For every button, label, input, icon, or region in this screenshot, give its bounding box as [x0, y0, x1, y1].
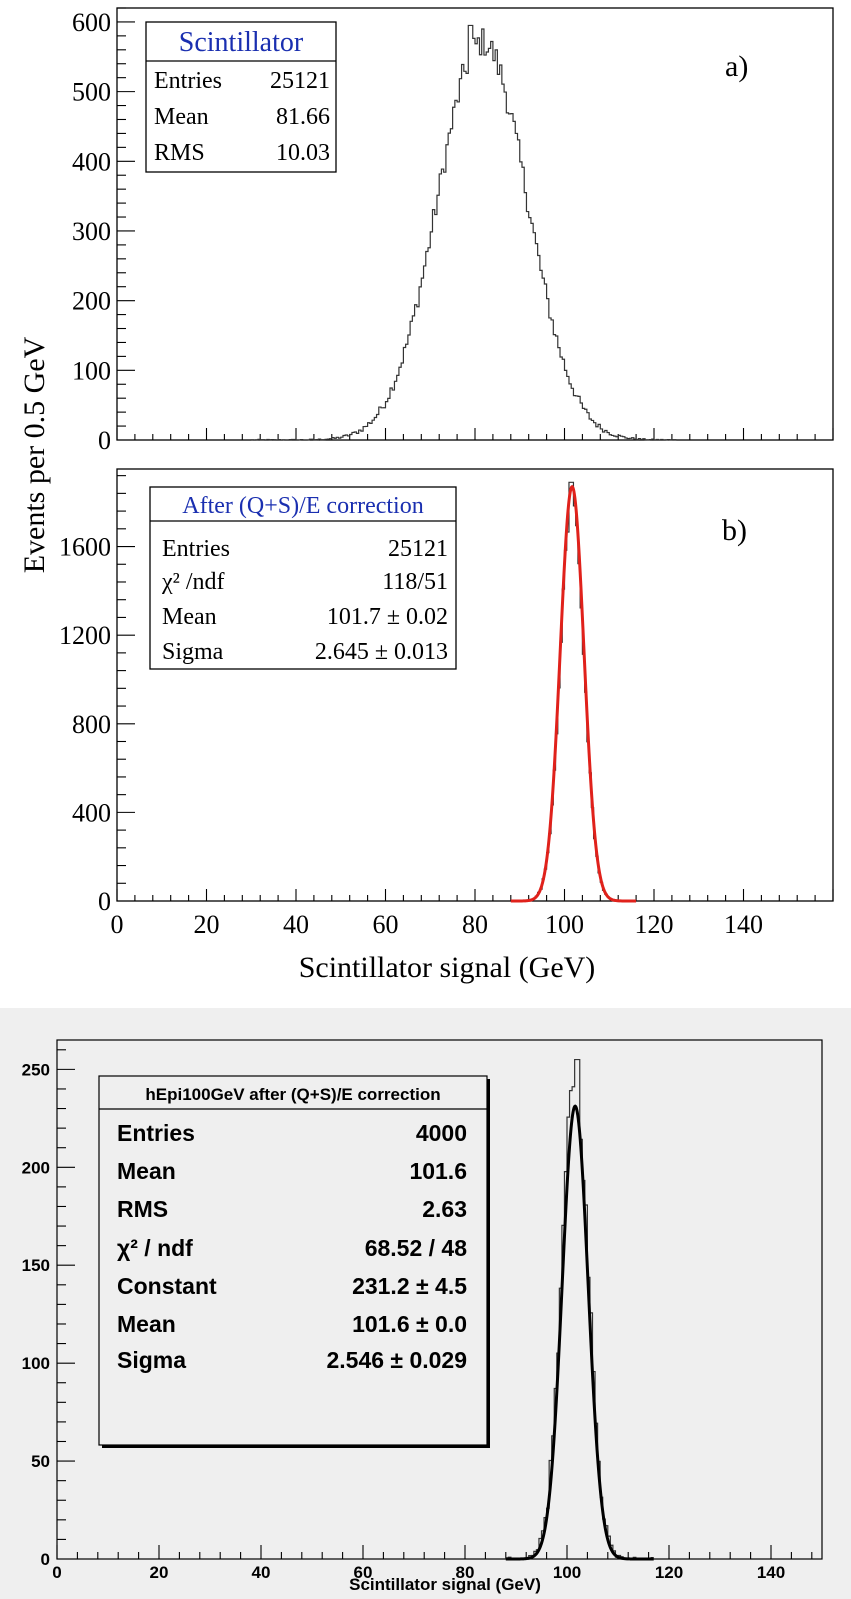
bottom-stats-label: Mean	[117, 1158, 176, 1184]
bottom-stats-box: hEpi100GeV after (Q+S)/E correction Entr…	[98, 1075, 490, 1448]
bottom-stats-label: RMS	[117, 1196, 168, 1222]
y-tick-label: 200	[22, 1158, 50, 1177]
y-tick-label: 600	[72, 8, 111, 37]
panel-a-x-ticks	[116, 428, 834, 440]
x-tick-label: 60	[373, 910, 399, 939]
panel-a-stats-label: Entries	[154, 68, 222, 94]
bottom-stats-value: 101.6	[409, 1158, 467, 1184]
panel-b-stats-value: 25121	[388, 536, 448, 562]
y-tick-label: 400	[72, 147, 111, 176]
x-tick-label: 140	[757, 1563, 785, 1582]
x-tick-label: 140	[724, 910, 763, 939]
x-tick-label: 0	[111, 910, 124, 939]
bottom-stats-value: 4000	[416, 1120, 467, 1146]
panel-b-stats-label: Mean	[162, 604, 217, 630]
y-tick-label: 0	[41, 1550, 50, 1569]
x-tick-label: 100	[545, 910, 584, 939]
x-tick-label: 60	[354, 1563, 373, 1582]
y-tick-label: 50	[31, 1452, 50, 1471]
panel-b-stats-label: Sigma	[162, 639, 224, 665]
panel-b-stats-box: After (Q+S)/E correction Entries 25121 χ…	[149, 486, 457, 670]
panel-b-stats-value: 118/51	[382, 569, 448, 595]
x-tick-label: 40	[283, 910, 309, 939]
bottom-stats-value: 2.63	[422, 1196, 467, 1222]
bottom-stats-value: 68.52 / 48	[365, 1235, 468, 1261]
panel-a: 0 100 200 300 400 500 600 a) Scintillator Entr…	[72, 7, 834, 455]
bottom-fit-curve	[505, 1104, 654, 1561]
panel-b-stats-title: After (Q+S)/E correction	[182, 493, 423, 519]
y-tick-label: 100	[22, 1354, 50, 1373]
y-tick-label: 800	[72, 710, 111, 739]
y-tick-label: 200	[72, 287, 111, 316]
x-tick-label: 120	[655, 1563, 683, 1582]
panel-b-stats-label: χ² /ndf	[161, 569, 225, 595]
bottom-x-ticks: 0 20 40 60 80 100 120 140	[52, 1545, 813, 1582]
panel-b-fit-curve	[510, 484, 637, 903]
y-tick-label: 1200	[59, 621, 111, 650]
bottom-x-axis-label: Scintillator signal (GeV)	[349, 1575, 541, 1594]
panel-a-stats-title: Scintillator	[179, 27, 304, 58]
y-tick-label: 400	[72, 798, 111, 827]
x-tick-label: 120	[635, 910, 674, 939]
bottom-stats-value: 231.2 ± 4.5	[352, 1273, 467, 1299]
bottom-stats-value: 101.6 ± 0.0	[352, 1311, 467, 1337]
x-tick-label: 80	[462, 910, 488, 939]
y-tick-label: 300	[72, 217, 111, 246]
panel-b-x-ticks: 0 20 40 60 80 100 120 140	[111, 889, 834, 939]
x-tick-label: 20	[150, 1563, 169, 1582]
x-tick-label: 100	[553, 1563, 581, 1582]
panel-a-stats-box: Scintillator Entries 25121 Mean 81.66 RM…	[145, 21, 337, 173]
bottom-stats-label: Entries	[117, 1120, 195, 1146]
y-tick-label: 0	[98, 426, 111, 455]
top-y-axis-label: Events per 0.5 GeV	[18, 336, 51, 573]
panel-b-y-ticks: 0 400 800 1200 1600	[59, 475, 135, 916]
bottom-stats-label: Constant	[117, 1273, 217, 1299]
panel-b-label: b)	[722, 514, 747, 547]
x-tick-label: 20	[194, 910, 220, 939]
panel-b-stats-label: Entries	[162, 536, 230, 562]
bottom-stats-label: χ² / ndf	[117, 1235, 193, 1261]
top-x-axis-label: Scintillator signal (GeV)	[299, 951, 596, 984]
bottom-stats-title: hEpi100GeV after (Q+S)/E correction	[145, 1085, 440, 1104]
x-tick-label: 80	[456, 1563, 475, 1582]
panel-a-stats-label: Mean	[154, 104, 209, 130]
bottom-figure: 0 50 100 150 200 250 0 20 40 60 80 100 120 140 hEpi1…	[0, 1008, 851, 1599]
panel-b-stats-value: 2.645 ± 0.013	[315, 639, 448, 665]
x-tick-label: 0	[52, 1563, 61, 1582]
bottom-stats-value: 2.546 ± 0.029	[326, 1347, 467, 1373]
panel-a-histogram	[250, 24, 677, 441]
x-tick-label: 40	[252, 1563, 271, 1582]
y-tick-label: 500	[72, 78, 111, 107]
y-tick-label: 0	[98, 887, 111, 916]
panel-a-stats-value: 10.03	[276, 140, 330, 166]
bottom-stats-label: Mean	[117, 1311, 176, 1337]
y-tick-label: 100	[72, 356, 111, 385]
panel-a-stats-value: 25121	[270, 68, 330, 94]
panel-b-stats-value: 101.7 ± 0.02	[327, 604, 448, 630]
y-tick-label: 1600	[59, 533, 111, 562]
panel-a-stats-label: RMS	[154, 140, 205, 166]
panel-a-y-ticks: 0 100 200 300 400 500 600	[72, 7, 135, 455]
bottom-stats-label: Sigma	[117, 1347, 186, 1373]
bottom-y-ticks: 0 50 100 150 200 250	[22, 1049, 75, 1569]
y-tick-label: 150	[22, 1256, 50, 1275]
panel-b: 0 400 800 1200 1600 0 20 40 60 80 100 120 140 b) Af…	[59, 468, 834, 939]
panel-a-stats-value: 81.66	[276, 104, 330, 130]
y-tick-label: 250	[22, 1060, 50, 1079]
panel-a-label: a)	[725, 50, 748, 83]
